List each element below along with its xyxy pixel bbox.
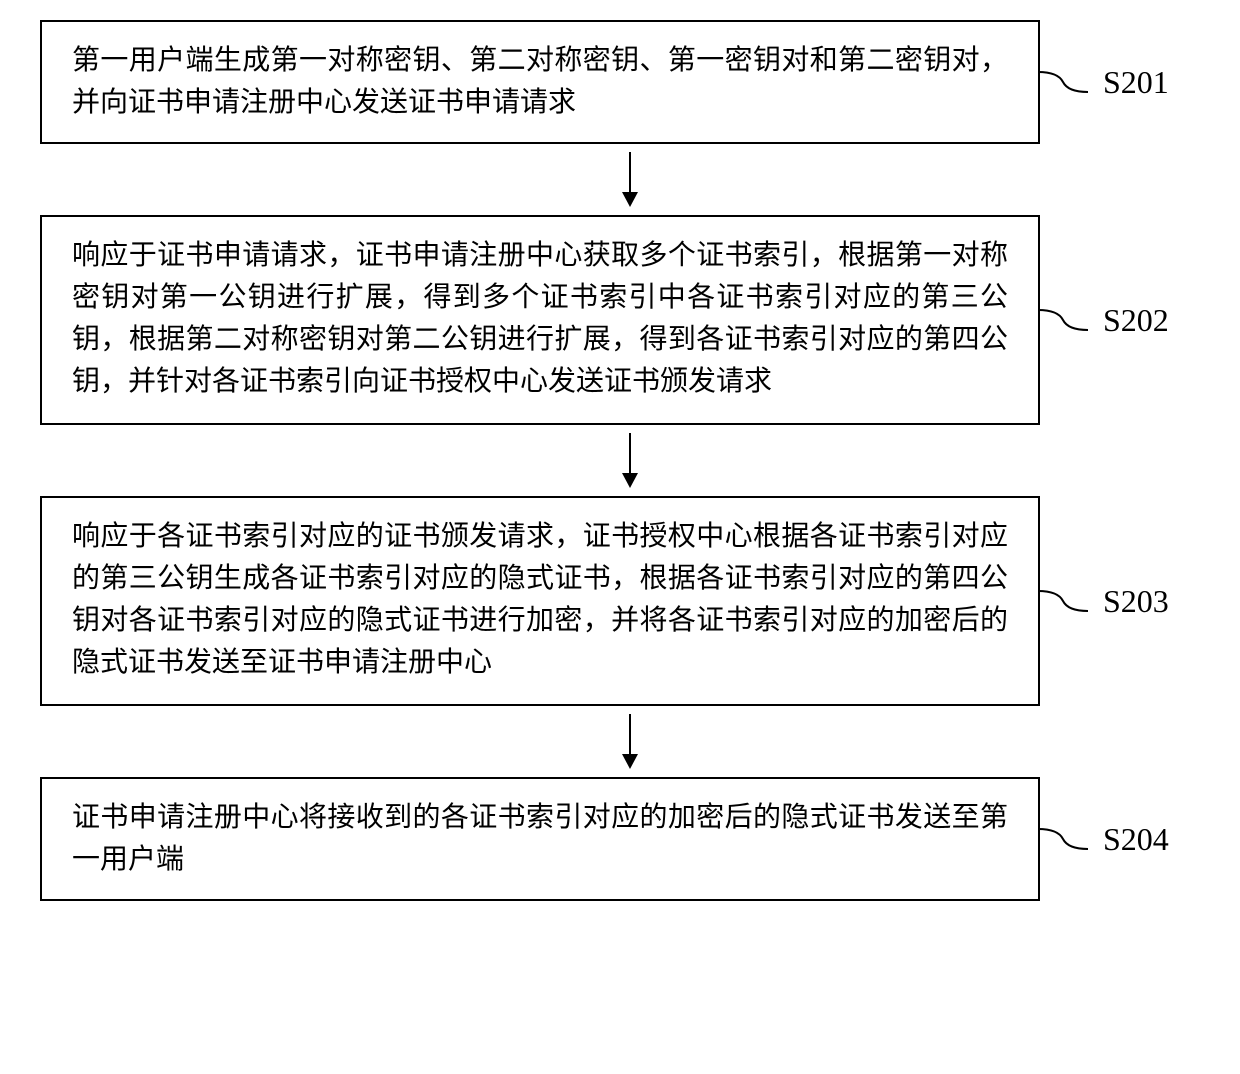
flowchart-step-wrapper: 响应于证书申请请求，证书申请注册中心获取多个证书索引，根据第一对称密钥对第一公钥… (20, 215, 1220, 425)
flowchart-step-box: 第一用户端生成第一对称密钥、第二对称密钥、第一密钥对和第二密钥对，并向证书申请注… (40, 20, 1040, 144)
flowchart-step-wrapper: 第一用户端生成第一对称密钥、第二对称密钥、第一密钥对和第二密钥对，并向证书申请注… (20, 20, 1220, 144)
connector-curve-icon (1038, 809, 1098, 869)
step-text: 证书申请注册中心将接收到的各证书索引对应的加密后的隐式证书发送至第一用户端 (72, 802, 1008, 875)
step-text: 第一用户端生成第一对称密钥、第二对称密钥、第一密钥对和第二密钥对，并向证书申请注… (72, 45, 1008, 118)
label-connector: S202 (1038, 290, 1169, 350)
label-connector: S201 (1038, 52, 1169, 112)
label-connector: S204 (1038, 809, 1169, 869)
flowchart-step-box: 响应于证书申请请求，证书申请注册中心获取多个证书索引，根据第一对称密钥对第一公钥… (40, 215, 1040, 425)
arrow-container (110, 144, 1150, 215)
connector-curve-icon (1038, 290, 1098, 350)
step-text: 响应于证书申请请求，证书申请注册中心获取多个证书索引，根据第一对称密钥对第一公钥… (72, 240, 1008, 397)
step-label: S203 (1103, 583, 1169, 620)
arrow-container (110, 425, 1150, 496)
flowchart-step-wrapper: 证书申请注册中心将接收到的各证书索引对应的加密后的隐式证书发送至第一用户端 S2… (20, 777, 1220, 901)
arrow-down-icon (615, 433, 645, 488)
step-text: 响应于各证书索引对应的证书颁发请求，证书授权中心根据各证书索引对应的第三公钥生成… (72, 521, 1008, 678)
arrow-down-icon (615, 714, 645, 769)
flowchart-step-box: 证书申请注册中心将接收到的各证书索引对应的加密后的隐式证书发送至第一用户端 (40, 777, 1040, 901)
step-label: S204 (1103, 821, 1169, 858)
step-label: S201 (1103, 64, 1169, 101)
flowchart-step-box: 响应于各证书索引对应的证书颁发请求，证书授权中心根据各证书索引对应的第三公钥生成… (40, 496, 1040, 706)
flowchart-container: 第一用户端生成第一对称密钥、第二对称密钥、第一密钥对和第二密钥对，并向证书申请注… (20, 20, 1220, 901)
flowchart-step-wrapper: 响应于各证书索引对应的证书颁发请求，证书授权中心根据各证书索引对应的第三公钥生成… (20, 496, 1220, 706)
label-connector: S203 (1038, 571, 1169, 631)
connector-curve-icon (1038, 571, 1098, 631)
connector-curve-icon (1038, 52, 1098, 112)
step-label: S202 (1103, 302, 1169, 339)
arrow-down-icon (615, 152, 645, 207)
arrow-container (110, 706, 1150, 777)
